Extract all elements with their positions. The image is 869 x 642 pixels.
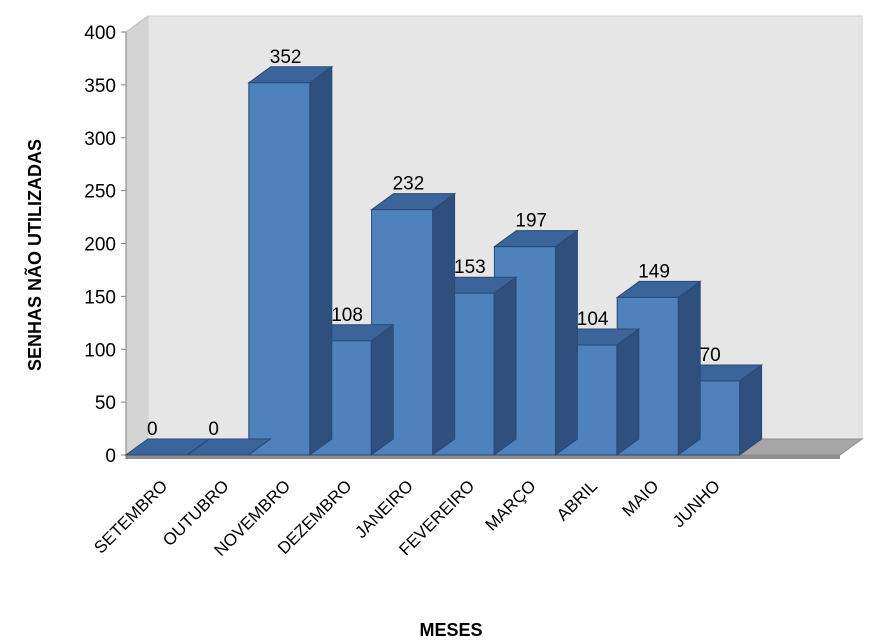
- bar-top: [124, 438, 211, 456]
- bar-side: [616, 328, 640, 456]
- x-axis: SETEMBROOUTUBRONOVEMBRODEZEMBROJANEIROFE…: [90, 476, 723, 560]
- data-label: 149: [638, 261, 670, 282]
- data-label: 197: [515, 211, 547, 232]
- bar-side: [493, 276, 517, 456]
- bar: [247, 65, 334, 456]
- y-tick-label: 400: [84, 23, 116, 44]
- bar: [370, 192, 457, 456]
- data-label: 108: [331, 305, 363, 326]
- bar-side: [677, 280, 701, 456]
- data-label: 70: [700, 345, 721, 366]
- x-tick-label: MARÇO: [482, 476, 540, 534]
- x-tick-label: ABRIL: [553, 476, 601, 524]
- side-wall: [125, 15, 149, 456]
- data-label: 0: [208, 419, 219, 440]
- x-tick-label: MAIO: [618, 476, 662, 520]
- y-tick-label: 200: [84, 235, 116, 256]
- data-label: 153: [454, 257, 486, 278]
- bars: [124, 65, 764, 456]
- y-tick-label: 350: [84, 76, 116, 97]
- bar-side: [370, 323, 394, 456]
- bar-side: [432, 192, 456, 456]
- x-tick-label: JANEIRO: [351, 476, 417, 542]
- y-tick-label: 250: [84, 182, 116, 203]
- data-label: 352: [270, 47, 302, 68]
- y-tick-label: 50: [95, 393, 116, 414]
- y-tick-label: 100: [84, 340, 116, 361]
- y-tick-label: 150: [84, 287, 116, 308]
- bar-side: [309, 65, 333, 456]
- data-label: 104: [577, 309, 609, 330]
- bar-side: [554, 229, 578, 456]
- bar-front: [248, 82, 311, 456]
- x-tick-label: JUNHO: [669, 476, 724, 531]
- y-axis: 0 50 100 150 200 250 300 350 400: [84, 23, 127, 467]
- x-axis-title: MESES: [419, 620, 482, 640]
- y-axis-title: SENHAS NÃO UTILIZADAS: [24, 139, 45, 371]
- data-label: 232: [393, 174, 425, 195]
- y-tick-label: 0: [105, 446, 116, 467]
- bar: [124, 438, 211, 456]
- floor-edge: [126, 455, 840, 459]
- y-tick-label: 300: [84, 129, 116, 150]
- data-labels: 0 0 352 108 232 153 197 104 149 70: [147, 47, 721, 440]
- data-label: 0: [147, 419, 158, 440]
- x-tick-label: SETEMBRO: [90, 476, 171, 557]
